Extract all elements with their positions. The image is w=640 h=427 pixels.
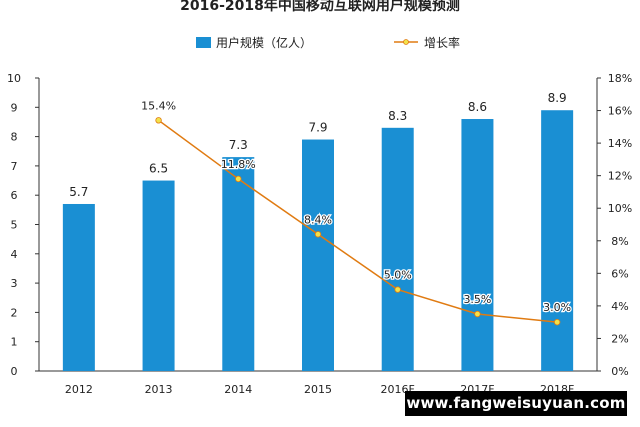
bar-data-label: 8.3	[388, 109, 407, 123]
left-axis-tick-label: 1	[11, 336, 18, 349]
left-axis-tick-label: 10	[7, 72, 21, 85]
right-axis-tick-label: 16%	[608, 105, 632, 118]
line-data-label: 15.4%	[141, 99, 176, 112]
right-axis-tick-label: 10%	[608, 202, 632, 215]
right-axis-tick-label: 14%	[608, 137, 632, 150]
right-axis-tick-label: 12%	[608, 170, 632, 183]
right-axis-tick-label: 6%	[611, 267, 628, 280]
bar	[461, 119, 494, 372]
line-data-label: 3.5%	[463, 293, 491, 306]
x-axis-tick-label: 2012	[65, 383, 93, 396]
line-point	[474, 310, 481, 318]
bar-data-label: 7.3	[229, 138, 248, 152]
line-data-label: 8.4%	[304, 213, 332, 226]
left-axis-tick-label: 8	[11, 131, 18, 144]
line-data-labels: 15.4% 11.8% 8.4% 5.0% 3.5% 3.0%	[140, 98, 573, 315]
line-point	[394, 286, 401, 293]
x-axis-tick-label: 2013	[145, 383, 173, 396]
left-axis-tick-label: 9	[11, 101, 18, 114]
left-axis-tick-label: 6	[11, 189, 18, 202]
legend-line-label: 增长率	[424, 35, 460, 50]
left-axis-ticks: 0 1 2 3 4 5 6 7 8 9 10	[7, 72, 39, 378]
line-data-label: 3.0%	[543, 301, 571, 314]
left-axis-tick-label: 3	[11, 277, 18, 290]
left-axis-tick-label: 4	[11, 248, 18, 261]
left-axis-tick-label: 7	[11, 160, 18, 173]
bar-data-label: 7.9	[308, 121, 327, 135]
line-point	[155, 117, 162, 124]
bar	[222, 157, 255, 371]
right-axis-tick-label: 4%	[611, 300, 628, 313]
chart-title: 2016-2018年中国移动互联网用户规模预测	[180, 0, 460, 14]
legend-bar-label: 用户规模（亿人）	[216, 35, 312, 50]
left-axis-tick-label: 0	[11, 365, 18, 378]
bar-data-label: 8.9	[548, 91, 567, 105]
watermark-url: www.fangweisuyuan.com	[405, 391, 627, 416]
right-axis-ticks: 0% 2% 4% 6% 8% 10% 12% 14% 16% 18%	[597, 72, 632, 378]
right-axis-tick-label: 18%	[608, 72, 632, 85]
bar-data-labels: 5.7 6.5 7.3 7.9 8.3 8.6 8.9	[69, 91, 566, 199]
bar-data-label: 8.6	[468, 100, 487, 114]
x-axis-tick-label: 2015	[304, 383, 332, 396]
bar	[302, 139, 334, 371]
bar-data-label: 5.7	[69, 185, 88, 199]
growth-rate-line	[158, 119, 558, 323]
bar	[62, 203, 95, 371]
bar	[142, 180, 175, 371]
bar	[381, 127, 414, 371]
left-axis-tick-label: 5	[11, 219, 18, 232]
right-axis-tick-label: 8%	[611, 235, 628, 248]
bar-data-label: 6.5	[149, 162, 168, 176]
legend-line-marker	[403, 39, 409, 45]
line-series	[155, 117, 561, 326]
legend: 用户规模（亿人） 增长率	[196, 35, 460, 50]
bar	[541, 110, 574, 371]
line-point	[235, 175, 242, 183]
x-axis-tick-label: 2014	[224, 383, 252, 396]
right-axis-tick-label: 2%	[611, 332, 628, 345]
left-axis-tick-label: 2	[11, 306, 18, 319]
legend-bar-swatch	[196, 37, 211, 48]
line-point	[314, 231, 322, 238]
line-data-label: 11.8%	[221, 158, 256, 171]
bar-series	[62, 110, 574, 372]
line-data-label: 5.0%	[384, 269, 412, 282]
right-axis-tick-label: 0%	[611, 365, 628, 378]
line-point	[553, 318, 561, 326]
